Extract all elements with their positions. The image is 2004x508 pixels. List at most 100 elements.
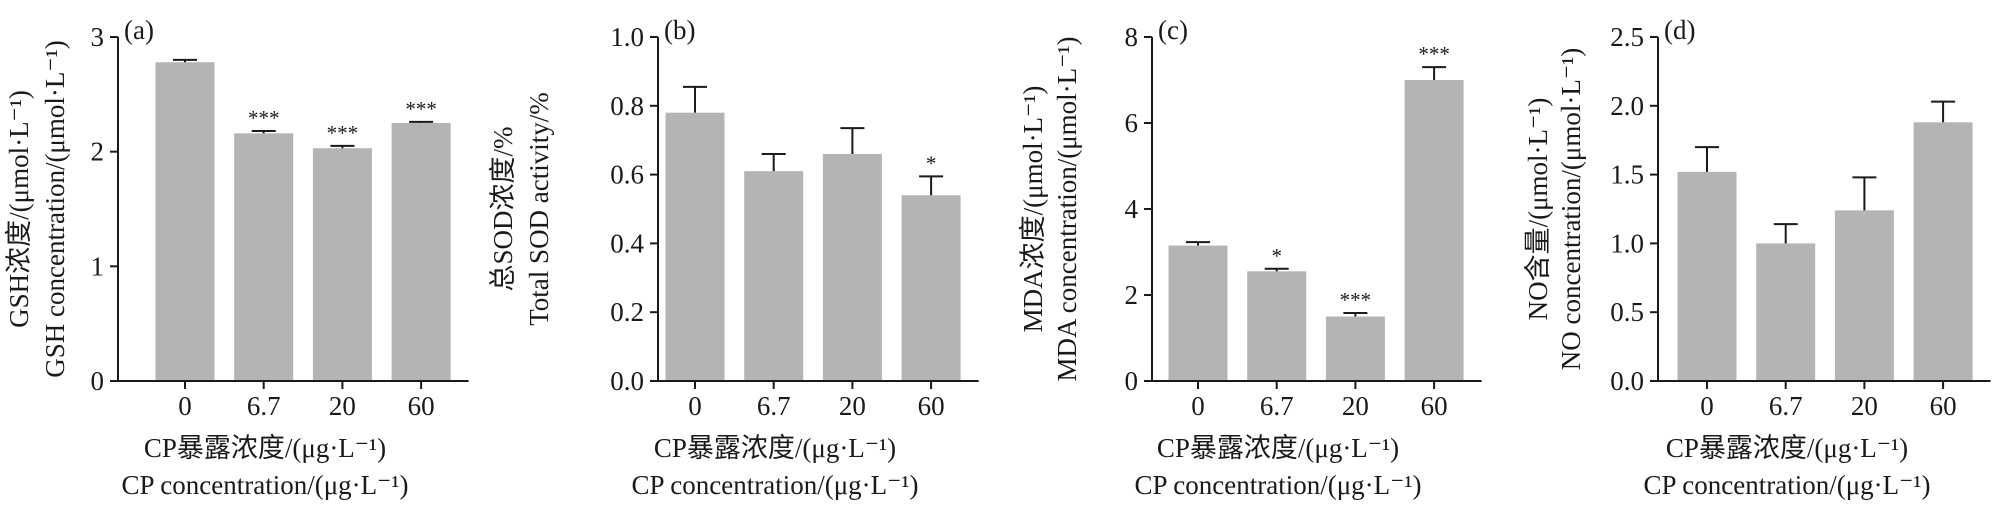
error-bar-0 [1695, 146, 1719, 172]
x-tick-label: 6.7 [757, 391, 791, 421]
bar-6.7 [744, 171, 804, 381]
error-bar-60 [409, 120, 434, 123]
significance-marker: *** [1340, 288, 1372, 312]
y-tick-label: 0.0 [1610, 366, 1644, 396]
x-tick-label: 20 [839, 391, 866, 421]
significance-marker: * [926, 151, 937, 175]
x-axis-title: CP concentration/(μg·L⁻¹) [632, 470, 919, 500]
error-bar-6.7 [761, 152, 786, 172]
error-bar-20 [1343, 312, 1368, 317]
bar-60 [901, 195, 961, 381]
y-tick-label: 0.8 [610, 91, 644, 121]
x-axis-title: CP concentration/(μg·L⁻¹) [1644, 470, 1931, 500]
y-axis-title: 总SOD浓度/% [488, 126, 518, 291]
x-tick-label: 60 [408, 391, 435, 421]
bar-6.7 [1247, 271, 1307, 381]
significance-marker: *** [248, 106, 280, 130]
significance-marker: *** [327, 121, 359, 145]
y-tick-label: 2 [1125, 280, 1139, 310]
error-bar-0 [683, 85, 707, 113]
x-axis-title: CP暴露浓度/(μg·L⁻¹) [1157, 433, 1399, 463]
chart-panel-b: * 0.0 0.2 0.4 0.6 0.8 1.0 0 6.7 20 60 (b) 总SOD浓度/% To… [488, 15, 979, 500]
x-tick-label: 60 [1930, 391, 1957, 421]
y-axis-title: GSH浓度/(μmol·L⁻¹) [4, 90, 34, 328]
y-tick-label: 2.0 [1610, 91, 1644, 121]
error-bar-20 [1852, 176, 1877, 211]
error-bar-20 [330, 144, 355, 149]
y-tick-label: 2.5 [1610, 22, 1644, 52]
error-bar-6.7 [1773, 223, 1798, 244]
x-axis-title: CP暴露浓度/(μg·L⁻¹) [1666, 433, 1908, 463]
x-axis-title: CP暴露浓度/(μg·L⁻¹) [144, 433, 386, 463]
y-tick-label: 1.0 [1610, 228, 1644, 258]
bar-0 [1677, 171, 1737, 381]
bar-0 [1168, 245, 1228, 381]
error-bar-6.7 [251, 130, 276, 134]
x-tick-label: 0 [1700, 391, 1714, 421]
panel-label: (b) [664, 15, 695, 45]
y-tick-label: 0.5 [1610, 297, 1644, 327]
y-tick-label: 0 [1125, 366, 1139, 396]
error-bar-0 [173, 58, 197, 63]
x-axis-title: CP暴露浓度/(μg·L⁻¹) [654, 433, 896, 463]
bar-20 [1834, 210, 1894, 381]
y-axis-title: MDA concentration/(μmol·L⁻¹) [1052, 37, 1082, 382]
y-tick-label: 1.5 [1610, 160, 1644, 190]
bar-6.7 [234, 133, 294, 381]
y-tick-label: 4 [1125, 194, 1139, 224]
error-bar-20 [840, 127, 865, 154]
x-tick-label: 20 [1342, 391, 1369, 421]
x-tick-label: 0 [688, 391, 702, 421]
bar-60 [1913, 122, 1973, 381]
y-tick-label: 0.4 [610, 228, 644, 258]
bar-20 [312, 148, 372, 381]
x-axis-title: CP concentration/(μg·L⁻¹) [122, 470, 409, 500]
chart-panel-a: *** *** *** 0 1 2 3 0 6.7 20 60 (a) GSH浓度/(μmol·L⁻¹)… [4, 15, 469, 500]
x-tick-label: 0 [178, 391, 192, 421]
y-tick-label: 3 [91, 22, 105, 52]
y-axis-title: NO concentration/(μmol·L⁻¹) [1556, 48, 1586, 370]
y-tick-label: 8 [1125, 22, 1139, 52]
y-axis-title: NO含量/(μmol·L⁻¹) [1523, 98, 1553, 321]
bar-20 [822, 153, 882, 381]
bar-60 [391, 123, 451, 381]
error-bar-60 [919, 175, 944, 196]
x-tick-label: 60 [1421, 391, 1448, 421]
y-axis-title: MDA浓度/(μmol·L⁻¹) [1018, 86, 1048, 333]
error-bar-60 [1422, 66, 1447, 80]
y-tick-label: 0 [91, 366, 105, 396]
significance-marker: *** [405, 97, 437, 121]
error-bar-6.7 [1264, 267, 1289, 272]
y-tick-label: 1.0 [610, 22, 644, 52]
y-tick-label: 2 [91, 137, 105, 167]
y-axis-title: Total SOD activity/% [524, 92, 554, 326]
x-tick-label: 60 [918, 391, 945, 421]
bar-0 [155, 62, 215, 382]
y-tick-label: 1 [91, 251, 105, 281]
significance-marker: *** [1418, 42, 1450, 66]
panel-label: (d) [1664, 15, 1695, 45]
bar-20 [1325, 316, 1385, 381]
x-tick-label: 0 [1191, 391, 1205, 421]
error-bar-0 [1186, 241, 1210, 246]
bar-0 [665, 112, 725, 382]
y-tick-label: 0.2 [610, 297, 644, 327]
chart-panel-d: 0.0 0.5 1.0 1.5 2.0 2.5 0 6.7 20 60 (d) NO含量/(μmol·… [1523, 15, 1991, 500]
significance-marker: * [1271, 244, 1282, 268]
bar-6.7 [1756, 243, 1816, 381]
x-tick-label: 6.7 [247, 391, 281, 421]
y-axis-title: GSH concentration/(μmol·L⁻¹) [40, 40, 70, 378]
bar-60 [1404, 80, 1464, 381]
x-axis-title: CP concentration/(μg·L⁻¹) [1135, 470, 1422, 500]
panel-label: (c) [1158, 15, 1188, 45]
x-tick-label: 6.7 [1769, 391, 1803, 421]
y-tick-label: 0.0 [610, 366, 644, 396]
x-tick-label: 20 [329, 391, 356, 421]
panel-label: (a) [124, 15, 154, 45]
error-bar-60 [1931, 100, 1956, 123]
y-tick-label: 6 [1125, 108, 1139, 138]
x-tick-label: 20 [1851, 391, 1878, 421]
y-tick-label: 0.6 [610, 160, 644, 190]
